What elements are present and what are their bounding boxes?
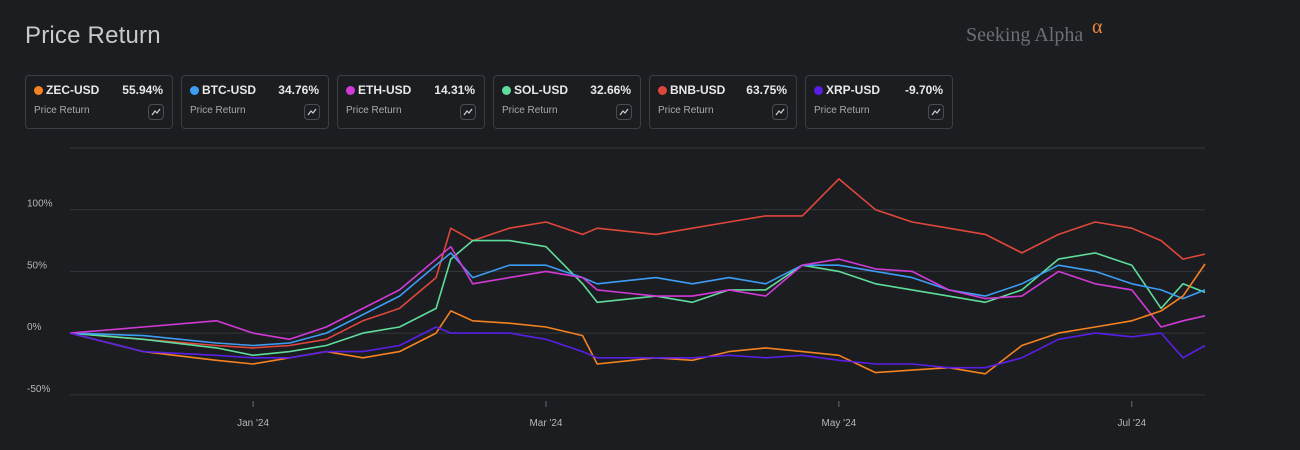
x-tick-label: May '24: [822, 418, 857, 429]
trend-chart-icon[interactable]: [928, 104, 944, 120]
brand-logo: Seeking Alpha: [966, 24, 1084, 46]
series-color-dot: [658, 86, 667, 95]
series-line-xrp-usd: [69, 326, 1206, 369]
legend-value: 55.94%: [122, 83, 163, 97]
legend-value: -9.70%: [904, 83, 943, 97]
series-line-btc-usd: [69, 252, 1206, 347]
y-tick-label: 0%: [27, 322, 42, 333]
legend-value: 14.31%: [434, 83, 475, 97]
trend-chart-icon[interactable]: [616, 104, 632, 120]
y-tick-label: 100%: [27, 199, 53, 210]
brand-alpha-symbol: α: [1092, 16, 1103, 38]
legend-card-zec[interactable]: ZEC-USD 55.94% Price Return: [25, 75, 173, 129]
legend-subtitle: Price Return: [190, 105, 246, 116]
legend-symbol: XRP-USD: [826, 83, 881, 97]
series-line-bnb-usd: [69, 178, 1206, 349]
series-color-dot: [814, 86, 823, 95]
trend-chart-icon[interactable]: [772, 104, 788, 120]
legend-symbol: SOL-USD: [514, 83, 568, 97]
trend-chart-icon[interactable]: [304, 104, 320, 120]
legend-symbol: ZEC-USD: [46, 83, 100, 97]
line-chart: 100% 50% 0% -50% Jan '24 Mar '24 May '24 Jul '2…: [27, 147, 1206, 429]
legend-card-btc[interactable]: BTC-USD 34.76% Price Return: [181, 75, 329, 129]
legend-card-eth[interactable]: ETH-USD 14.31% Price Return: [337, 75, 485, 129]
legend-symbol: BTC-USD: [202, 83, 256, 97]
legend-value: 34.76%: [278, 83, 319, 97]
legend-subtitle: Price Return: [502, 105, 558, 116]
legend-subtitle: Price Return: [346, 105, 402, 116]
trend-chart-icon[interactable]: [460, 104, 476, 120]
series-color-dot: [346, 86, 355, 95]
x-tick-label: Mar '24: [529, 418, 562, 429]
legend-subtitle: Price Return: [814, 105, 870, 116]
x-tick-label: Jul '24: [1117, 418, 1146, 429]
legend-value: 63.75%: [746, 83, 787, 97]
legend-symbol: BNB-USD: [670, 83, 726, 97]
series-line-sol-usd: [69, 239, 1206, 357]
trend-chart-icon[interactable]: [148, 104, 164, 120]
legend: ZEC-USD 55.94% Price Return BTC-USD 34.7…: [25, 75, 953, 129]
y-tick-label: 50%: [27, 260, 47, 271]
legend-card-xrp[interactable]: XRP-USD -9.70% Price Return: [805, 75, 953, 129]
legend-card-sol[interactable]: SOL-USD 32.66% Price Return: [493, 75, 641, 129]
y-tick-label: -50%: [27, 384, 50, 395]
series-color-dot: [502, 86, 511, 95]
series-line-zec-usd: [69, 263, 1206, 375]
series-line-eth-usd: [69, 245, 1206, 341]
legend-value: 32.66%: [590, 83, 631, 97]
x-tick-label: Jan '24: [237, 418, 269, 429]
legend-card-bnb[interactable]: BNB-USD 63.75% Price Return: [649, 75, 797, 129]
series-color-dot: [34, 86, 43, 95]
chart-title: Price Return: [25, 22, 161, 49]
series-color-dot: [190, 86, 199, 95]
legend-subtitle: Price Return: [658, 105, 714, 116]
legend-subtitle: Price Return: [34, 105, 90, 116]
legend-symbol: ETH-USD: [358, 83, 412, 97]
